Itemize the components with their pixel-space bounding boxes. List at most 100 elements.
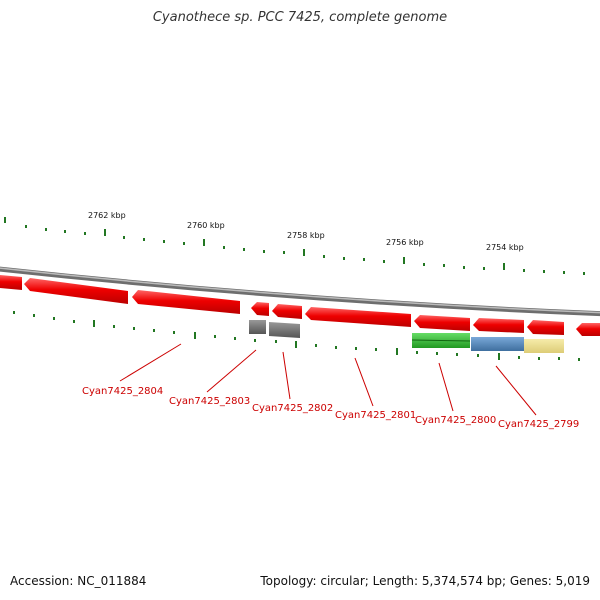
gene-arrow [272, 304, 302, 319]
genome-summary-text: Topology: circular; Length: 5,374,574 bp… [260, 574, 590, 588]
minor-tick [423, 263, 425, 266]
leader-line [495, 365, 537, 416]
minor-tick [123, 236, 125, 239]
minor-tick [477, 354, 479, 357]
minor-tick [558, 357, 560, 360]
gene-label: Cyan7425_2803 [169, 396, 250, 407]
misc-feature-blue [471, 337, 524, 351]
minor-tick [163, 240, 165, 243]
major-tick [93, 320, 95, 327]
gene-arrow [0, 275, 22, 290]
minor-tick [283, 251, 285, 254]
minor-tick [153, 329, 155, 332]
minor-tick [538, 357, 540, 360]
accession-text: Accession: NC_011884 [10, 574, 147, 588]
gene-arrow [305, 307, 411, 327]
minor-tick [363, 258, 365, 261]
minor-tick [113, 325, 115, 328]
minor-tick [84, 232, 86, 235]
minor-tick [45, 228, 47, 231]
minor-tick [243, 248, 245, 251]
misc-feature-yellow [524, 339, 564, 353]
major-tick [295, 341, 297, 348]
minor-tick [254, 339, 256, 342]
minor-tick [183, 242, 185, 245]
rna-feature [249, 320, 266, 334]
minor-tick [456, 353, 458, 356]
minor-tick [33, 314, 35, 317]
feature-divider [411, 339, 471, 342]
gene-label: Cyan7425_2800 [415, 415, 496, 426]
genome-backbone [0, 266, 600, 317]
minor-tick [53, 317, 55, 320]
minor-tick [483, 267, 485, 270]
inner-tick-row [13, 311, 580, 361]
gene-arrow [576, 323, 600, 336]
gene-arrow [132, 290, 240, 314]
gene-arrow [251, 302, 269, 316]
minor-tick [563, 271, 565, 274]
leader-lines [119, 343, 537, 416]
leader-line [282, 351, 291, 400]
minor-tick [323, 255, 325, 258]
minor-tick [416, 351, 418, 354]
kbp-label: 2754 kbp [486, 243, 524, 252]
major-tick [104, 229, 106, 236]
minor-tick [173, 331, 175, 334]
minor-tick [443, 264, 445, 267]
minor-tick [275, 340, 277, 343]
major-tick [4, 217, 6, 223]
kbp-label: 2762 kbp [88, 211, 126, 220]
major-tick [403, 257, 405, 264]
kbp-label: 2756 kbp [386, 238, 424, 247]
gene-arrow [527, 320, 564, 335]
major-tick [503, 263, 505, 270]
kbp-label: 2758 kbp [287, 231, 325, 240]
gene-label: Cyan7425_2799 [498, 419, 579, 430]
minor-tick [518, 356, 520, 359]
gene-arrow [24, 278, 128, 304]
major-tick [303, 249, 305, 256]
gene-label: Cyan7425_2802 [252, 403, 333, 414]
minor-tick [583, 272, 585, 275]
leader-line [354, 357, 374, 407]
minor-tick [375, 348, 377, 351]
outer-tick-row [4, 217, 585, 275]
minor-tick [234, 337, 236, 340]
kbp-label: 2760 kbp [187, 221, 225, 230]
gene-arrow [473, 318, 524, 333]
genome-backbone-highlight [0, 267, 600, 314]
gene-label: Cyan7425_2804 [82, 386, 163, 397]
minor-tick [335, 346, 337, 349]
rna-feature [269, 322, 300, 338]
minor-tick [523, 269, 525, 272]
leader-line [206, 349, 257, 393]
minor-tick [578, 358, 580, 361]
major-tick [194, 332, 196, 339]
minor-tick [343, 257, 345, 260]
leader-line [438, 362, 454, 412]
minor-tick [436, 352, 438, 355]
major-tick [203, 239, 205, 246]
minor-tick [355, 347, 357, 350]
minor-tick [543, 270, 545, 273]
minor-tick [133, 327, 135, 330]
minor-tick [25, 225, 27, 228]
map-title: Cyanothece sp. PCC 7425, complete genome [152, 10, 448, 25]
minor-tick [263, 250, 265, 253]
minor-tick [463, 266, 465, 269]
minor-tick [143, 238, 145, 241]
leader-line [119, 343, 182, 382]
major-tick [498, 353, 500, 360]
minor-tick [214, 335, 216, 338]
minor-tick [64, 230, 66, 233]
gene-label: Cyan7425_2801 [335, 410, 416, 421]
minor-tick [73, 320, 75, 323]
minor-tick [383, 260, 385, 263]
minor-tick [223, 246, 225, 249]
gene-arrow [414, 315, 470, 331]
gene-arrows [0, 275, 600, 336]
minor-tick [13, 311, 15, 314]
